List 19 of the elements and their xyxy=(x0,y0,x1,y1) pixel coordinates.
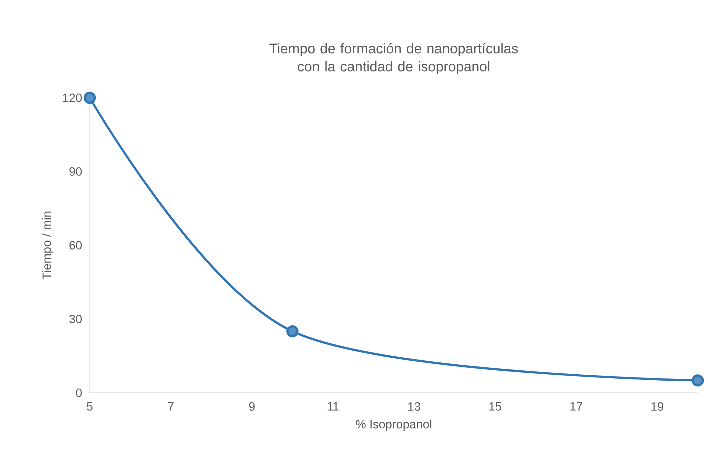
x-tick-label: 9 xyxy=(249,402,255,412)
x-axis-title: % Isopropanol xyxy=(356,420,432,432)
chart-title: Tiempo de formación de nanopartículas con la cantidad de isopropanol xyxy=(270,43,518,74)
x-tick-label: 19 xyxy=(652,402,664,412)
x-tick-label: 13 xyxy=(408,402,420,412)
x-tick-label: 5 xyxy=(87,402,93,411)
x-tick-label: 11 xyxy=(328,402,339,411)
y-tick-label: 120 xyxy=(63,94,82,102)
y-axis-title: Tiempo / min xyxy=(42,212,54,280)
x-tick-label: 7 xyxy=(168,402,174,411)
point xyxy=(84,92,96,104)
x-tick-label: 15 xyxy=(490,402,502,411)
point xyxy=(692,374,704,387)
y-tick-label: 30 xyxy=(70,315,82,324)
y-tick-label: 90 xyxy=(70,168,82,176)
point xyxy=(286,325,299,338)
y-tick-label: 60 xyxy=(70,241,82,250)
x-tick-label: 17 xyxy=(570,402,582,411)
y-tick-label: 0 xyxy=(76,388,82,398)
